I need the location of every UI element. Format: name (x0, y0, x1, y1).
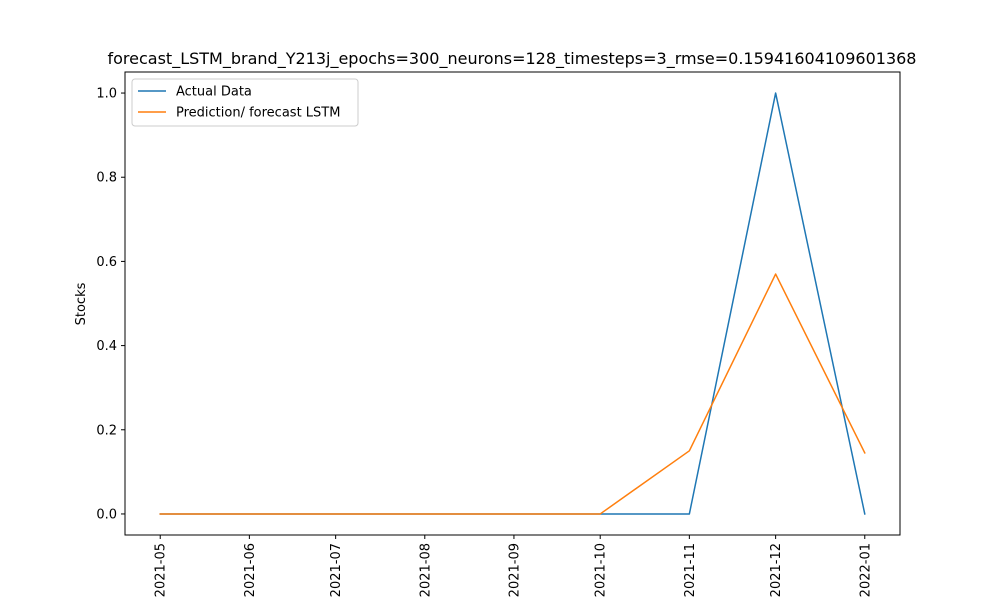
x-axis: 2021-05 2021-06 2021-07 2021-08 2021-09 2021-… (154, 535, 873, 597)
legend-label-1: Prediction/ forecast LSTM (176, 106, 340, 121)
y-axis-label: Stocks (74, 282, 89, 325)
x-tick-label: 2021-05 (154, 543, 169, 597)
plot-lines (159, 92, 866, 515)
x-tick-label: 2022-01 (858, 543, 873, 597)
chart-title: forecast_LSTM_brand_Y213j_epochs=300_neu… (108, 49, 917, 69)
y-tick-label: 0.2 (96, 423, 117, 438)
y-axis: 0.0 0.2 0.4 0.6 0.8 1.0 (96, 87, 125, 522)
x-tick-label: 2021-08 (418, 543, 433, 597)
series-line-1 (159, 273, 866, 515)
y-tick-label: 0.0 (96, 507, 117, 522)
x-tick-label: 2021-07 (329, 543, 344, 597)
y-tick-label: 0.4 (96, 339, 117, 354)
legend-box (131, 78, 359, 127)
series-line-0 (159, 92, 866, 515)
y-tick-label: 1.0 (96, 87, 117, 102)
x-tick-label: 2021-11 (683, 543, 698, 597)
x-tick-label: 2021-09 (507, 543, 522, 597)
legend-label-0: Actual Data (176, 85, 252, 100)
plot-frame (124, 71, 901, 536)
x-tick-label: 2021-06 (243, 543, 258, 597)
x-tick-label: 2021-10 (594, 543, 609, 597)
legend: Actual Data Prediction/ forecast LSTM (131, 78, 359, 127)
y-tick-label: 0.8 (96, 171, 117, 186)
y-tick-label: 0.6 (96, 255, 117, 270)
x-tick-label: 2021-12 (769, 543, 784, 597)
